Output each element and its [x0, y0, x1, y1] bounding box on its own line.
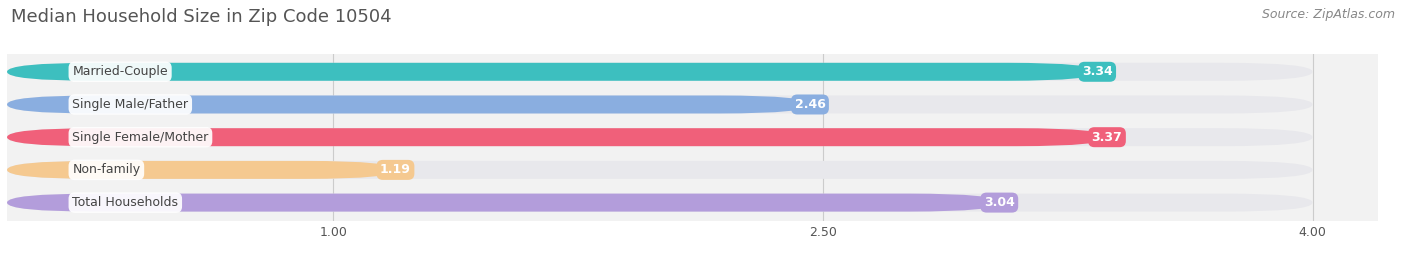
FancyBboxPatch shape [7, 194, 1313, 212]
FancyBboxPatch shape [7, 95, 810, 114]
Text: Median Household Size in Zip Code 10504: Median Household Size in Zip Code 10504 [11, 8, 392, 26]
Text: Married-Couple: Married-Couple [72, 65, 167, 78]
FancyBboxPatch shape [7, 161, 395, 179]
Text: Single Female/Mother: Single Female/Mother [72, 131, 208, 144]
Text: 3.37: 3.37 [1091, 131, 1122, 144]
Text: Source: ZipAtlas.com: Source: ZipAtlas.com [1261, 8, 1395, 21]
Text: Single Male/Father: Single Male/Father [72, 98, 188, 111]
Text: Non-family: Non-family [72, 163, 141, 176]
FancyBboxPatch shape [7, 63, 1097, 81]
FancyBboxPatch shape [7, 63, 1313, 81]
FancyBboxPatch shape [7, 161, 1313, 179]
FancyBboxPatch shape [7, 128, 1107, 146]
FancyBboxPatch shape [7, 128, 1313, 146]
Text: 2.46: 2.46 [794, 98, 825, 111]
Text: 3.34: 3.34 [1081, 65, 1112, 78]
FancyBboxPatch shape [7, 194, 1000, 212]
Text: 3.04: 3.04 [984, 196, 1015, 209]
FancyBboxPatch shape [7, 95, 1313, 114]
Text: 1.19: 1.19 [380, 163, 411, 176]
Text: Total Households: Total Households [72, 196, 179, 209]
